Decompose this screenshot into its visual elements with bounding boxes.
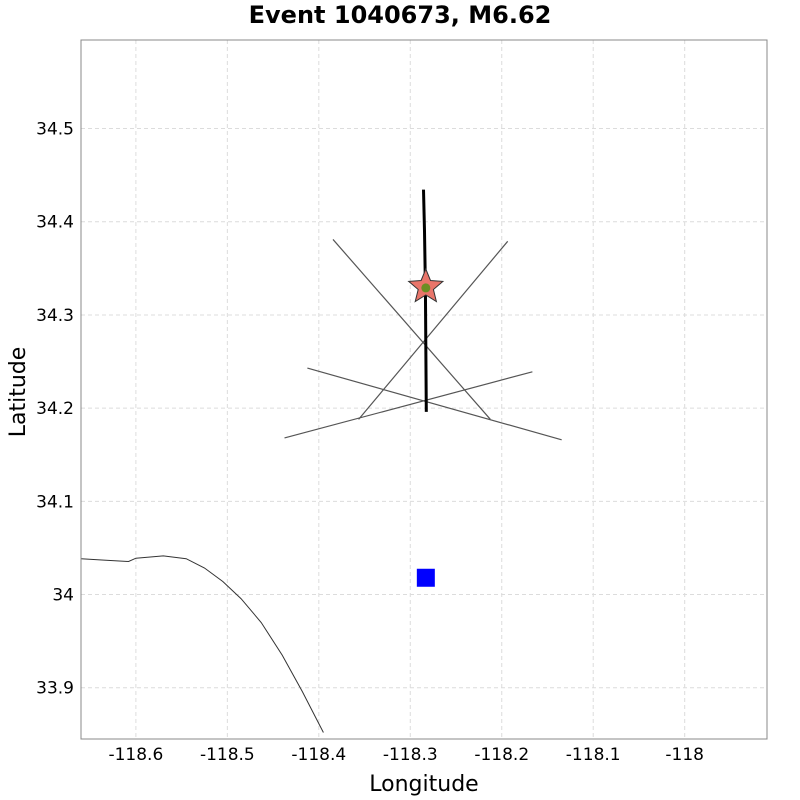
chart-title: Event 1040673, M6.62 [249,1,552,29]
x-tick-label: -118.3 [383,745,438,765]
x-tick-label: -118.1 [566,745,621,765]
coastline [81,555,324,733]
rupture-geometry-line [332,239,491,420]
rupture-geometry-line [284,371,533,439]
marker-layer [407,267,445,587]
y-tick-label: 34.2 [36,399,74,419]
hypocenter-dot [421,283,431,293]
plot-frame [80,39,768,740]
x-tick-label: -118.6 [108,745,163,765]
x-tick-label: -118.4 [291,745,346,765]
y-axis-label: Latitude [6,347,31,438]
y-tick-label: 34 [52,586,74,606]
x-axis-label: Longitude [369,772,478,797]
y-tick-layer: 33.9 34 34.1 34.2 34.3 34.4 34.5 [36,120,74,699]
x-tick-label: -118 [665,745,704,765]
y-tick-label: 34.3 [36,306,74,326]
y-tick-label: 34.5 [36,120,74,140]
y-tick-label: 34.4 [36,213,74,233]
station-square [416,568,435,587]
coastline-layer [81,555,324,733]
rupture-geometry-line [307,367,562,441]
x-tick-layer: -118.6 -118.5 -118.4 -118.3 -118.2 -118.1 -118 [108,745,704,765]
y-tick-label: 33.9 [36,679,74,699]
x-tick-label: -118.5 [200,745,255,765]
x-tick-label: -118.2 [474,745,529,765]
rupture-geometry-line [358,240,509,420]
grid-layer [81,40,767,739]
fault-trace [422,189,428,412]
y-tick-label: 34.1 [36,492,74,512]
